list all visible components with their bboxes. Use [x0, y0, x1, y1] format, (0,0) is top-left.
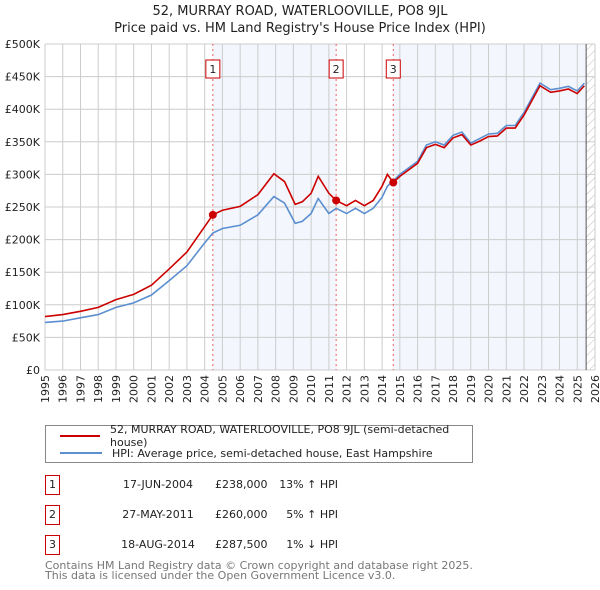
legend-swatch-red [60, 435, 100, 437]
property-line [44, 84, 585, 318]
sale-label-border [385, 59, 401, 79]
x-tick-label: 2026 [589, 375, 600, 403]
sale-label-box: 3 [385, 59, 401, 79]
legend-label: 52, MURRAY ROAD, WATERLOOVILLE, PO8 9JL … [110, 423, 450, 449]
x-tick-label: 2006 [234, 375, 247, 403]
y-tick-label: £50K [12, 331, 41, 344]
y-tick-label: £150K [5, 266, 41, 279]
sale-price: £238,000 [215, 478, 268, 491]
x-tick-label: 1996 [57, 375, 70, 403]
y-tick-label: £500K [5, 38, 41, 51]
x-tick-label: 2012 [341, 375, 354, 403]
sale-label-border [205, 59, 221, 79]
x-tick-label: 2013 [358, 375, 371, 403]
sale-label-box: 1 [205, 59, 221, 79]
y-tick-label: £250K [5, 201, 41, 214]
footer-licence: This data is licensed under the Open Gov… [45, 569, 396, 582]
y-tick-label: £400K [5, 103, 41, 116]
sale-label-box: 2 [328, 59, 344, 79]
y-tick-label: £100K [5, 299, 41, 312]
sale-point [389, 178, 398, 187]
sale-date: 18-AUG-2014 [121, 538, 195, 551]
x-tick-label: 1998 [92, 375, 105, 403]
sale-price: £287,500 [215, 538, 268, 551]
sale-label-number: 2 [333, 63, 340, 76]
chart-subtitle: Price paid vs. HM Land Registry's House … [114, 21, 486, 36]
footer-copyright: Contains HM Land Registry data © Crown c… [45, 559, 473, 572]
x-tick-label: 1995 [39, 375, 52, 403]
sale-point [208, 210, 217, 219]
sale-date: 27-MAY-2011 [122, 508, 194, 521]
sale-hpi-diff: 13% ↑ HPI [279, 478, 338, 491]
x-tick-label: 2011 [323, 375, 336, 403]
sale-date: 17-JUN-2004 [122, 478, 194, 491]
sale-number: 1 [45, 475, 60, 495]
sale-price: £260,000 [215, 508, 268, 521]
plot-area: 1995 1996 1997 1998 1999 2000 2001 2002 2003 2004… [5, 38, 600, 403]
x-tick-label: 2007 [252, 375, 265, 403]
x-tick-label: 2010 [305, 375, 318, 403]
y-tick-label: £350K [5, 136, 41, 149]
x-tick-label: 2014 [376, 375, 389, 403]
x-tick-label: 2024 [554, 375, 567, 403]
x-tick-label: 2015 [394, 375, 407, 403]
sale-label-border [328, 59, 344, 79]
x-tick-label: 2022 [518, 375, 531, 403]
legend-label: HPI: Average price, semi-detached house,… [112, 446, 433, 460]
sale-hpi-diff: 5% ↑ HPI [286, 508, 338, 521]
x-tick-label: 2023 [536, 375, 549, 403]
x-tick-label: 2004 [199, 375, 212, 403]
legend-item-hpi: HPI: Average price, semi-detached house,… [60, 445, 433, 461]
x-tick-label: 2008 [270, 375, 283, 403]
x-tick-label: 2021 [500, 375, 513, 403]
sale-point [332, 196, 341, 205]
y-tick-label: £300K [5, 168, 41, 181]
x-tick-label: 2025 [571, 375, 584, 403]
x-tick-label: 2002 [163, 375, 176, 403]
legend-swatch-blue [60, 452, 102, 454]
sale-label-number: 3 [390, 63, 397, 76]
x-tick-label: 2017 [429, 375, 442, 403]
x-tick-label: 2009 [287, 375, 300, 403]
legend-item-property: 52, MURRAY ROAD, WATERLOOVILLE, PO8 9JL … [60, 423, 472, 449]
x-tick-label: 1997 [74, 375, 87, 403]
x-tick-label: 2016 [412, 375, 425, 403]
sale-hpi-diff: 1% ↓ HPI [286, 538, 338, 551]
x-tick-label: 2005 [216, 375, 229, 403]
y-tick-label: £200K [5, 234, 41, 247]
x-tick-label: 2018 [447, 375, 460, 403]
x-tick-label: 1999 [110, 375, 123, 403]
sale-number: 2 [45, 505, 60, 525]
x-tick-label: 2003 [181, 375, 194, 403]
x-tick-label: 2020 [483, 375, 496, 403]
x-tick-label: 2000 [128, 375, 141, 403]
sale-number: 3 [45, 535, 60, 555]
hpi-line [44, 81, 585, 324]
y-tick-label: £450K [5, 71, 41, 84]
y-tick-label: £0 [26, 364, 40, 377]
x-tick-label: 2001 [145, 375, 158, 403]
x-tick-label: 2019 [465, 375, 478, 403]
chart-title: 52, MURRAY ROAD, WATERLOOVILLE, PO8 9JL [152, 4, 448, 19]
sale-label-number: 1 [209, 63, 216, 76]
legend: 52, MURRAY ROAD, WATERLOOVILLE, PO8 9JL … [45, 423, 473, 463]
